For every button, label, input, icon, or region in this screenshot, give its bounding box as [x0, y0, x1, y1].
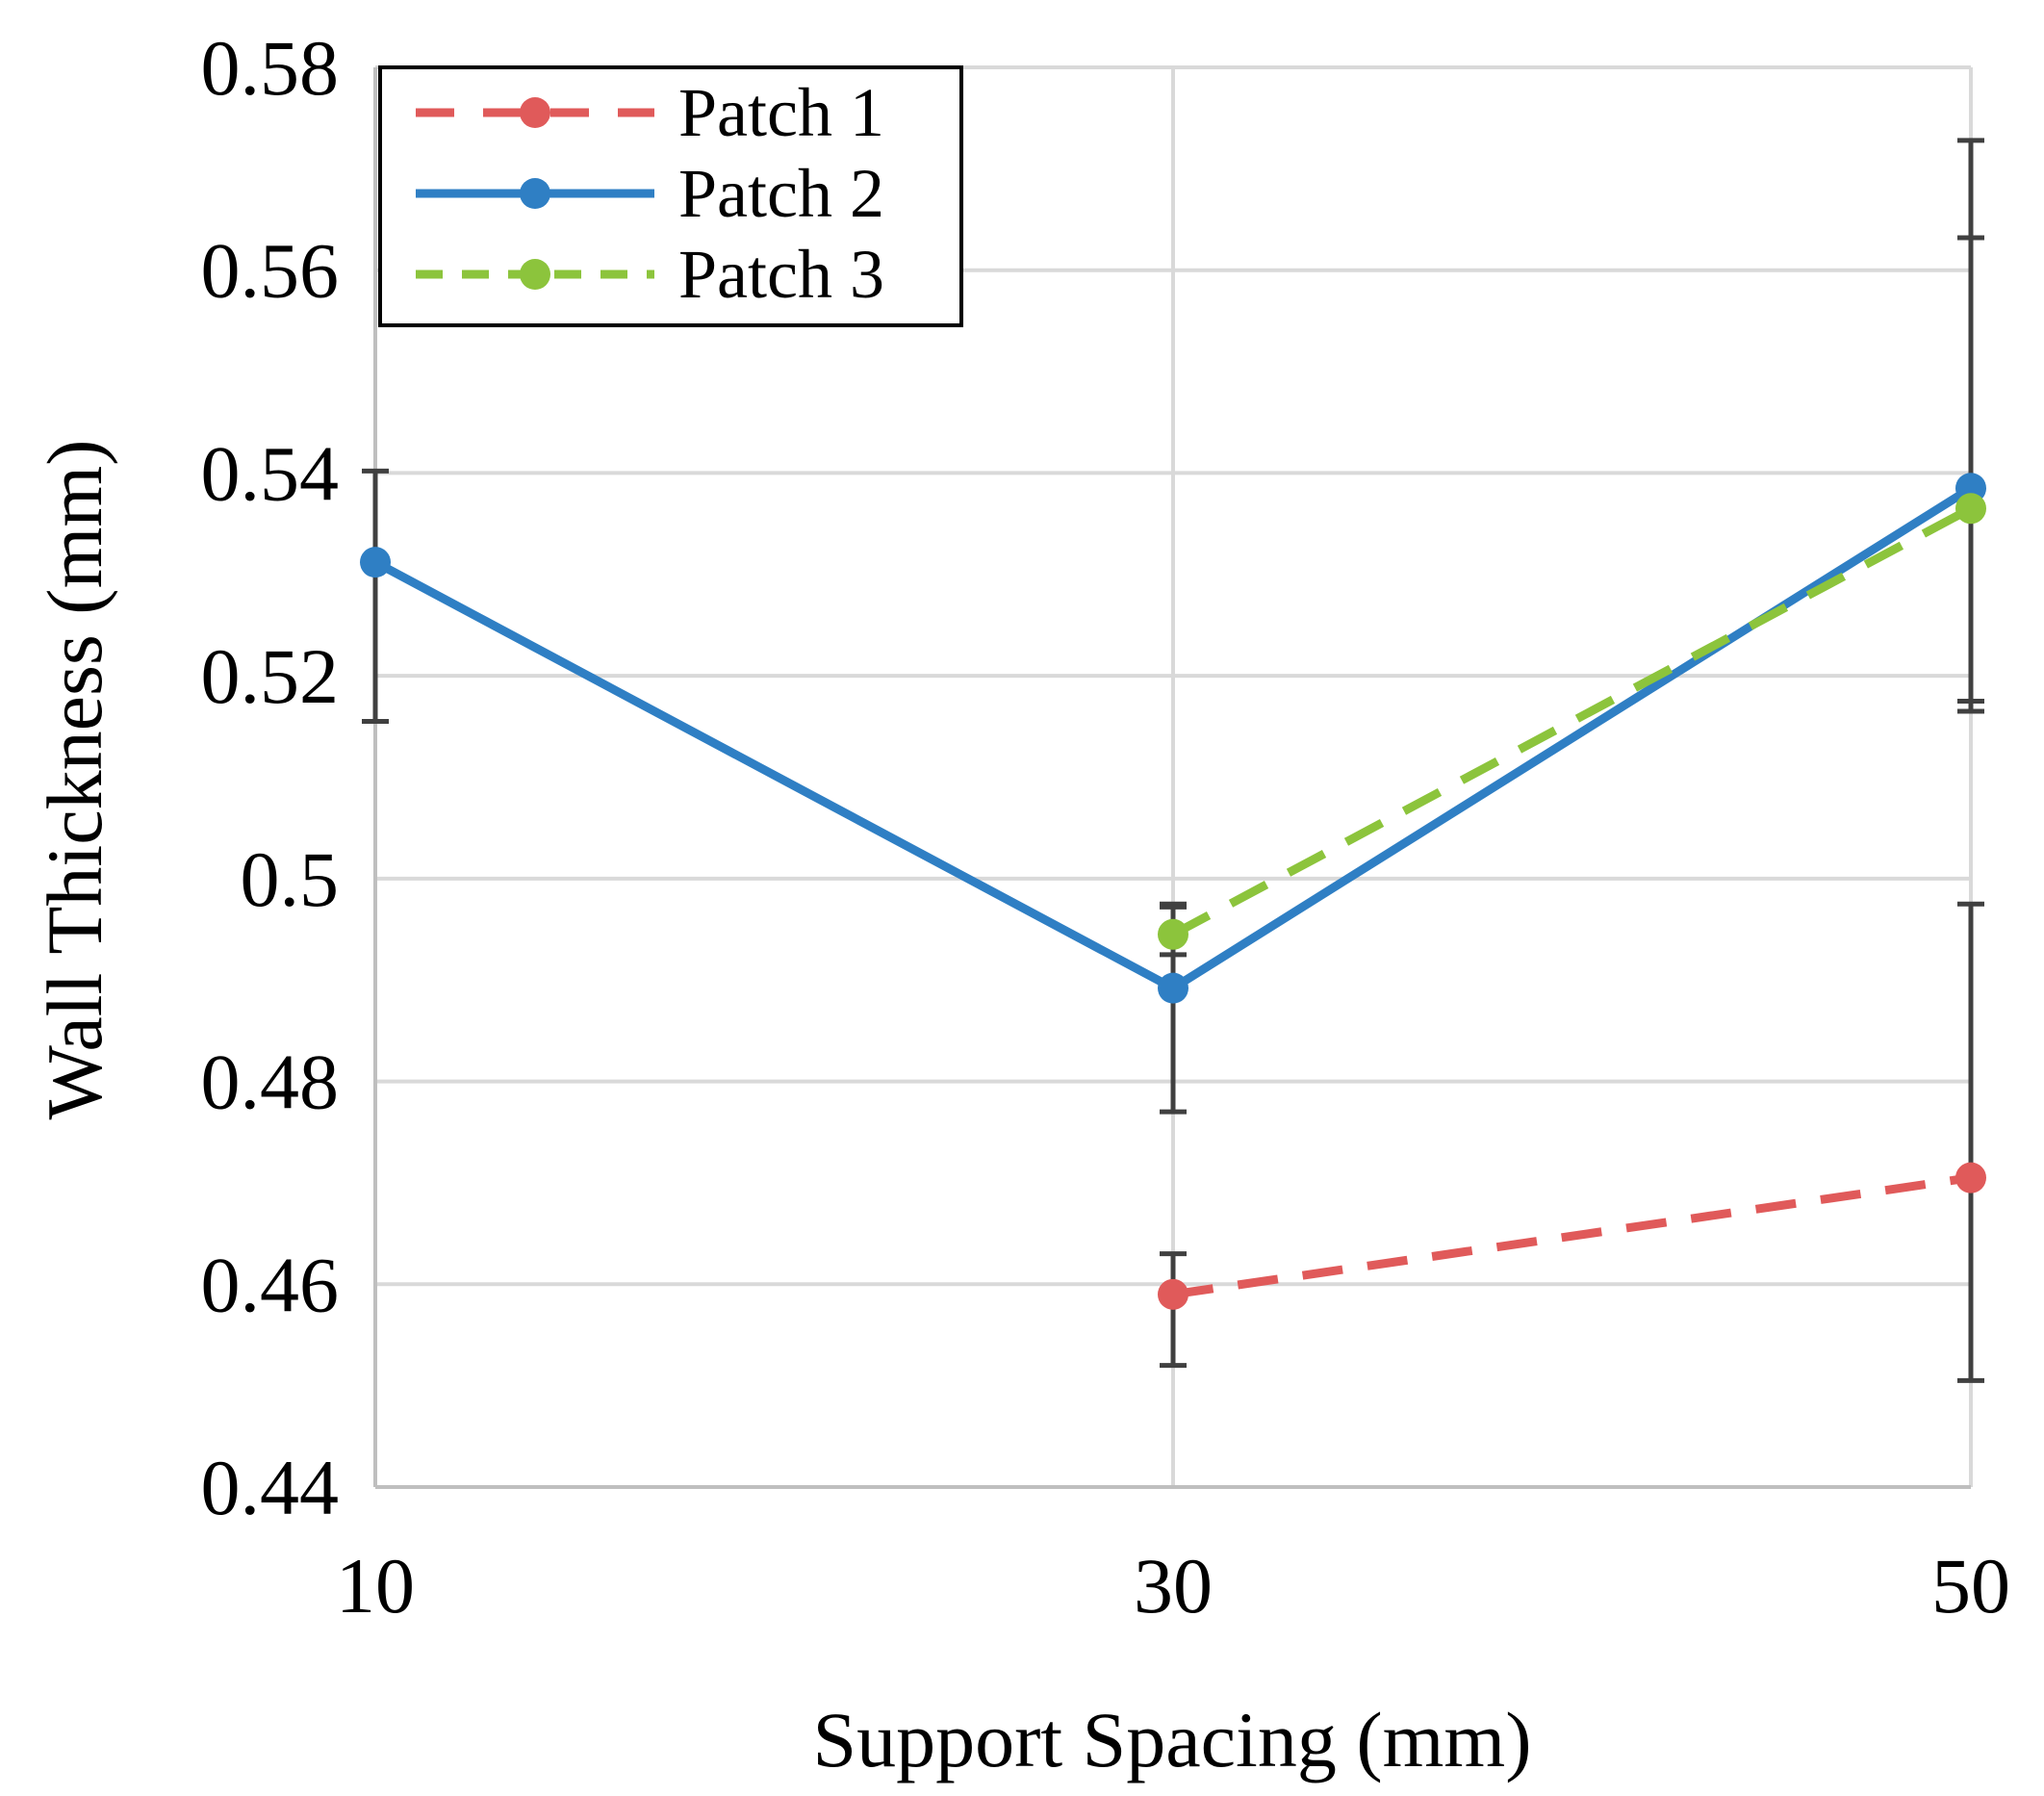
y-tick-label: 0.5	[241, 835, 340, 923]
x-tick-label: 30	[1134, 1542, 1213, 1629]
patch-3-error-bar	[1957, 138, 1984, 714]
patch-2-legend-marker	[520, 178, 550, 209]
patch-3-legend-label: Patch 3	[678, 236, 884, 313]
patch-1-point	[1955, 1162, 1986, 1193]
y-tick-label: 0.52	[201, 632, 340, 720]
y-tick-label: 0.54	[201, 429, 340, 517]
patch-2-point	[1158, 972, 1188, 1004]
x-tick-label: 10	[336, 1542, 415, 1629]
patch-2-legend-label: Patch 2	[678, 155, 884, 232]
y-tick-label: 0.44	[201, 1444, 340, 1531]
tick-label-layer: 0.44 0.46 0.48 0.5 0.52 0.54 0.56 0.58 10 30 50	[201, 24, 2011, 1629]
legend-item-patch-1: Patch 1	[416, 74, 884, 151]
patch-3-point	[1955, 493, 1986, 525]
legend-item-patch-2: Patch 2	[416, 155, 884, 232]
error-bar-layer	[362, 138, 1984, 1383]
patch-2-point	[360, 547, 391, 578]
patch-3-point	[1158, 918, 1188, 950]
patch-1-point	[1158, 1278, 1188, 1310]
y-tick-label: 0.56	[201, 227, 340, 315]
x-tick-label: 50	[1931, 1542, 2010, 1629]
y-tick-label: 0.48	[201, 1039, 340, 1126]
marker-layer	[360, 473, 1986, 1310]
legend-item-patch-3: Patch 3	[416, 236, 884, 313]
patch-2-error-bar	[362, 468, 389, 725]
y-axis-title: Wall Thickness (mm)	[31, 440, 118, 1120]
axis-layer	[373, 67, 1971, 1489]
patch-1-error-bar	[1957, 901, 1984, 1383]
patch-3-legend-marker	[520, 259, 550, 290]
patch-1-legend-label: Patch 1	[678, 74, 884, 151]
patch-1-legend-marker	[520, 97, 550, 128]
patch-3-line	[1170, 504, 1974, 938]
patch-1-line	[1172, 1173, 1972, 1299]
y-tick-label: 0.46	[201, 1241, 340, 1328]
y-tick-label: 0.58	[201, 24, 340, 112]
x-axis-title: Support Spacing (mm)	[812, 1696, 1531, 1783]
